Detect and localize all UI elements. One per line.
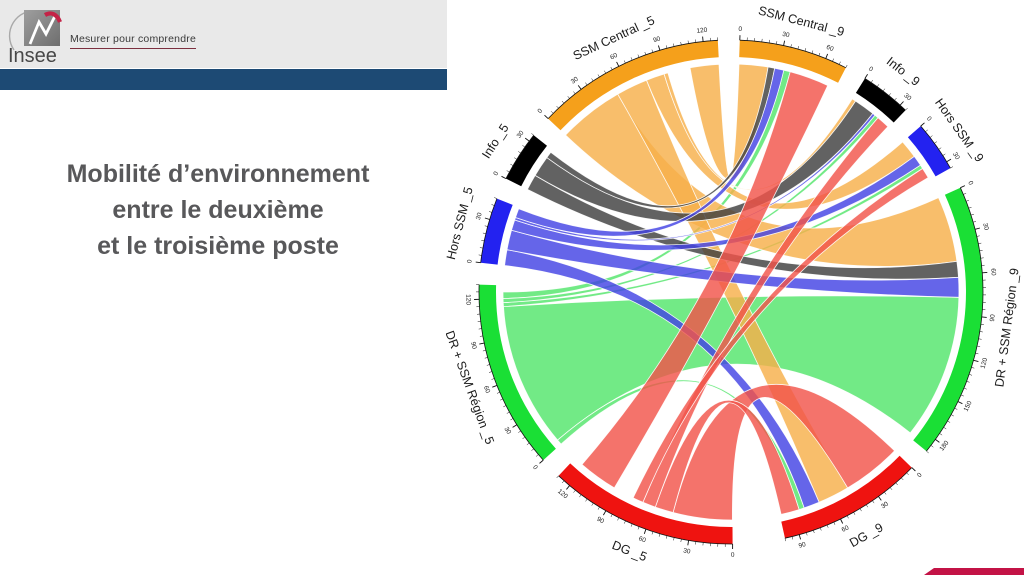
ribbon-dg5-ssmc9 xyxy=(581,71,829,489)
sector-ring-dr5 xyxy=(478,284,556,461)
tick-label: 30 xyxy=(981,222,990,231)
sector-label-info9: Info _9 xyxy=(884,54,923,89)
footer-accent-bar xyxy=(924,568,1024,575)
tick-label: 120 xyxy=(464,294,471,305)
tick-label: 60 xyxy=(841,524,851,534)
tick-label: 30 xyxy=(570,75,580,85)
tick-label: 30 xyxy=(502,426,512,436)
sector-axis-dr5 xyxy=(478,284,544,461)
ribbon-hors5-hors9 xyxy=(511,155,922,251)
insee-tagline: Mesurer pour comprendre xyxy=(70,33,196,49)
tick-label: 60 xyxy=(609,52,619,62)
ribbon-info5-dr9 xyxy=(526,174,959,280)
tick-label: 90 xyxy=(595,516,605,526)
sector-ring-info9 xyxy=(855,78,906,123)
tick-label: 0 xyxy=(492,170,500,177)
tick-label: 30 xyxy=(951,151,961,161)
tick-label: 60 xyxy=(989,268,997,276)
tick-label: 30 xyxy=(516,129,526,139)
logo-zigzag-arrow xyxy=(28,15,57,45)
ribbon-hors5-ssmc9 xyxy=(514,67,785,237)
sector-label-ssmc9: SSM Central _9 xyxy=(757,3,846,39)
tick-label: 0 xyxy=(916,471,924,479)
sector-label-dr9: DR + SSM Région _9 xyxy=(992,267,1021,388)
tick-label: 30 xyxy=(683,547,692,555)
tick-label: 60 xyxy=(638,535,648,544)
ribbon-dg5-hors9 xyxy=(632,167,929,503)
slide-title: Mobilité d’environnement entre le deuxiè… xyxy=(8,156,428,264)
tick-label: 90 xyxy=(652,35,661,44)
sector-axis-hors5 xyxy=(480,198,498,263)
logo-red-swoosh xyxy=(43,11,62,23)
sector-ring-ssmc9 xyxy=(739,40,846,83)
title-line-3: et le troisième poste xyxy=(97,232,339,260)
insee-logo-text: Insee xyxy=(8,45,57,66)
tick-label: 90 xyxy=(798,541,807,550)
tick-label: 30 xyxy=(902,92,912,102)
sector-axis-ssmc9 xyxy=(739,39,846,69)
insee-logo-graphic: Insee xyxy=(8,10,62,67)
ribbon-dg5-dg9 xyxy=(654,400,800,515)
tick-label: 0 xyxy=(925,115,933,123)
tick-label: 90 xyxy=(469,341,477,350)
ribbon-hors5-dr9 xyxy=(506,229,960,298)
tick-label: 0 xyxy=(738,26,742,33)
tick-label: 120 xyxy=(980,357,990,370)
title-line-1: Mobilité d’environnement xyxy=(66,160,370,188)
ribbon-hors5-dg9 xyxy=(504,249,820,509)
sector-label-info5: Info _5 xyxy=(479,121,511,161)
insee-logo: Insee xyxy=(4,4,74,67)
sector-ring-hors5 xyxy=(480,198,513,265)
header-divider-bar xyxy=(0,69,447,90)
tick-label: 60 xyxy=(825,44,835,53)
chord-diagram: 0 30 60 SSM Central _9 0 30 Info _9 0 30 Hors SSM… xyxy=(446,2,1024,577)
sector-ring-hors9 xyxy=(907,126,951,177)
tick-label: 30 xyxy=(475,212,484,221)
tick-label: 150 xyxy=(963,400,974,413)
ribbon-dg5-dg9 xyxy=(672,384,896,521)
sector-ring-dg5 xyxy=(558,463,733,545)
sector-ring-ssmc5 xyxy=(548,40,719,131)
tick-label: 60 xyxy=(482,385,491,395)
tick-label: 0 xyxy=(867,65,874,73)
sector-ring-dr9 xyxy=(913,187,983,452)
tick-label: 0 xyxy=(731,552,735,559)
tick-label: 0 xyxy=(536,107,544,115)
sector-ring-dg9 xyxy=(781,455,912,539)
sector-label-dg9: DG _9 xyxy=(847,520,885,550)
title-line-2: entre le deuxième xyxy=(112,196,324,224)
sector-axis-dg5 xyxy=(558,475,733,545)
ribbon-info5-ssmc9 xyxy=(546,66,776,209)
tick-label: 30 xyxy=(782,31,791,39)
tick-label: 0 xyxy=(466,259,473,264)
tick-label: 90 xyxy=(989,314,997,322)
tick-label: 0 xyxy=(531,464,539,472)
tick-label: 30 xyxy=(880,500,890,510)
tick-label: 120 xyxy=(556,488,569,501)
sector-label-hors5: Hors SSM _5 xyxy=(446,186,476,262)
tick-label: 0 xyxy=(966,180,974,187)
sector-ring-info5 xyxy=(506,135,547,187)
tick-label: 120 xyxy=(696,27,708,35)
tick-label: 180 xyxy=(938,439,950,452)
sector-axis-ssmc5 xyxy=(547,39,718,119)
header-band: Insee Mesurer pour comprendre xyxy=(0,0,447,68)
